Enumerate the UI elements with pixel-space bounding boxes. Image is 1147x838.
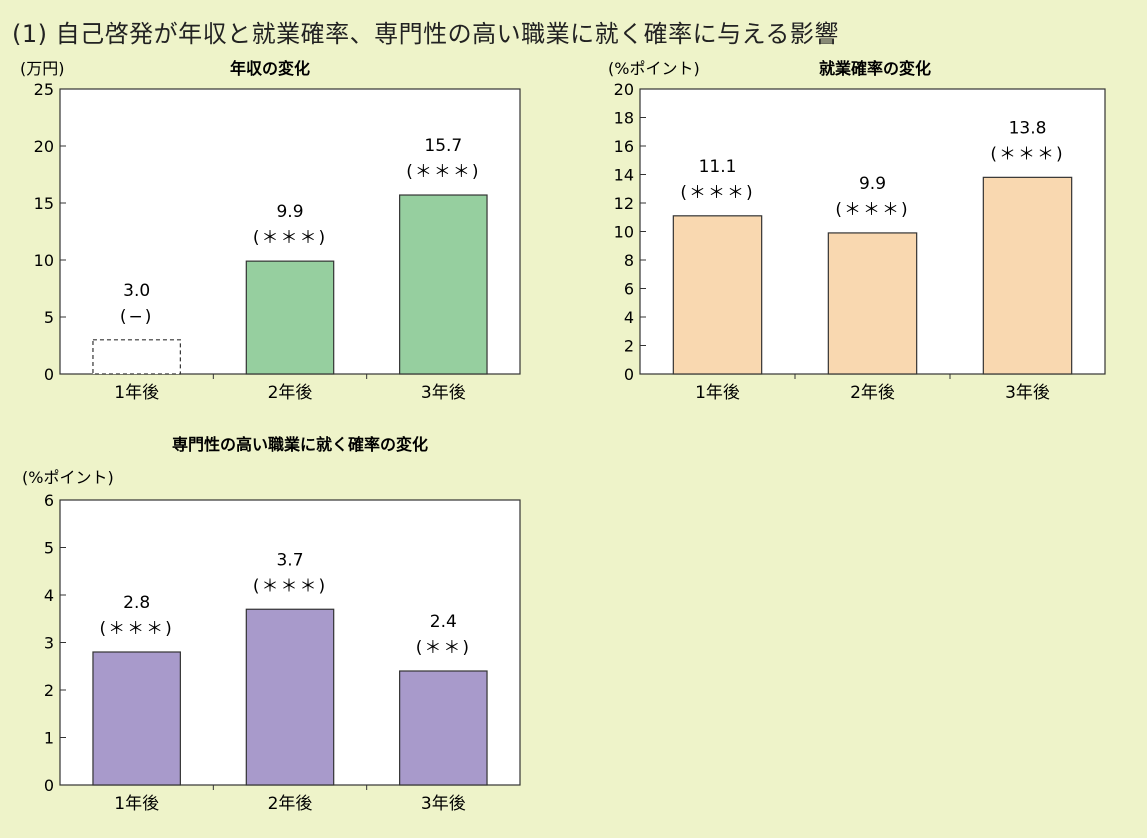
- y-unit-label: (%ポイント): [608, 59, 700, 78]
- page-title: (1) 自己啓発が年収と就業確率、専門性の高い職業に就く確率に与える影響: [12, 20, 839, 48]
- y-tick-label: 4: [44, 586, 54, 605]
- y-tick-label: 4: [624, 308, 634, 327]
- y-tick-label: 8: [624, 251, 634, 270]
- category-label: 1年後: [114, 794, 159, 814]
- bar: [399, 194, 488, 375]
- y-tick-label: 10: [34, 251, 54, 270]
- significance-label: (＊＊＊): [406, 162, 480, 182]
- category-label: 3年後: [421, 383, 466, 403]
- y-tick-label: 20: [614, 80, 634, 99]
- y-tick-label: 5: [44, 539, 54, 558]
- value-label: 3.7: [276, 550, 303, 570]
- value-label: 15.7: [424, 136, 462, 156]
- significance-label: (＊＊＊): [100, 619, 174, 639]
- bar: [399, 670, 488, 786]
- chart-title: 専門性の高い職業に就く確率の変化: [172, 435, 428, 454]
- category-label: 2年後: [268, 794, 313, 814]
- significance-label: (＊＊): [416, 638, 471, 658]
- bar: [92, 651, 181, 786]
- y-tick-label: 10: [614, 223, 634, 242]
- y-tick-label: 0: [624, 365, 634, 384]
- y-tick-label: 6: [44, 491, 54, 510]
- significance-label: (＊＊＊): [253, 576, 327, 596]
- bar: [92, 339, 181, 375]
- y-unit-label: (%ポイント): [22, 468, 114, 487]
- significance-label: (＊＊＊): [990, 144, 1064, 164]
- chart-title: 就業確率の変化: [819, 59, 931, 78]
- category-label: 2年後: [850, 383, 895, 403]
- significance-label: (＊＊＊): [680, 183, 754, 203]
- y-tick-label: 5: [44, 308, 54, 327]
- bar: [245, 260, 335, 375]
- category-label: 2年後: [268, 383, 313, 403]
- significance-label: (−): [120, 307, 154, 327]
- category-label: 3年後: [421, 794, 466, 814]
- significance-label: (＊＊＊): [835, 200, 909, 220]
- y-tick-label: 3: [44, 634, 54, 653]
- value-label: 9.9: [276, 202, 303, 222]
- value-label: 2.8: [123, 593, 150, 613]
- category-label: 3年後: [1005, 383, 1050, 403]
- y-tick-label: 2: [44, 681, 54, 700]
- y-tick-label: 6: [624, 280, 634, 299]
- y-tick-label: 2: [624, 337, 634, 356]
- bar: [827, 232, 918, 375]
- category-label: 1年後: [114, 383, 159, 403]
- value-label: 3.0: [123, 281, 150, 301]
- bar: [672, 215, 763, 375]
- y-tick-label: 0: [44, 776, 54, 795]
- y-tick-label: 16: [614, 137, 634, 156]
- y-unit-label: (万円): [20, 59, 65, 78]
- value-label: 13.8: [1009, 118, 1047, 138]
- chart-title: 年収の変化: [230, 59, 310, 78]
- y-tick-label: 14: [614, 166, 634, 185]
- y-tick-label: 25: [34, 80, 54, 99]
- bar: [245, 608, 335, 786]
- y-tick-label: 1: [44, 729, 54, 748]
- significance-label: (＊＊＊): [253, 228, 327, 248]
- value-label: 2.4: [430, 612, 457, 632]
- bar: [982, 176, 1073, 375]
- y-tick-label: 0: [44, 365, 54, 384]
- value-label: 9.9: [859, 174, 886, 194]
- y-tick-label: 20: [34, 137, 54, 156]
- value-label: 11.1: [699, 157, 737, 177]
- category-label: 1年後: [695, 383, 740, 403]
- y-tick-label: 18: [614, 109, 634, 128]
- y-tick-label: 12: [614, 194, 634, 213]
- y-tick-label: 15: [34, 194, 54, 213]
